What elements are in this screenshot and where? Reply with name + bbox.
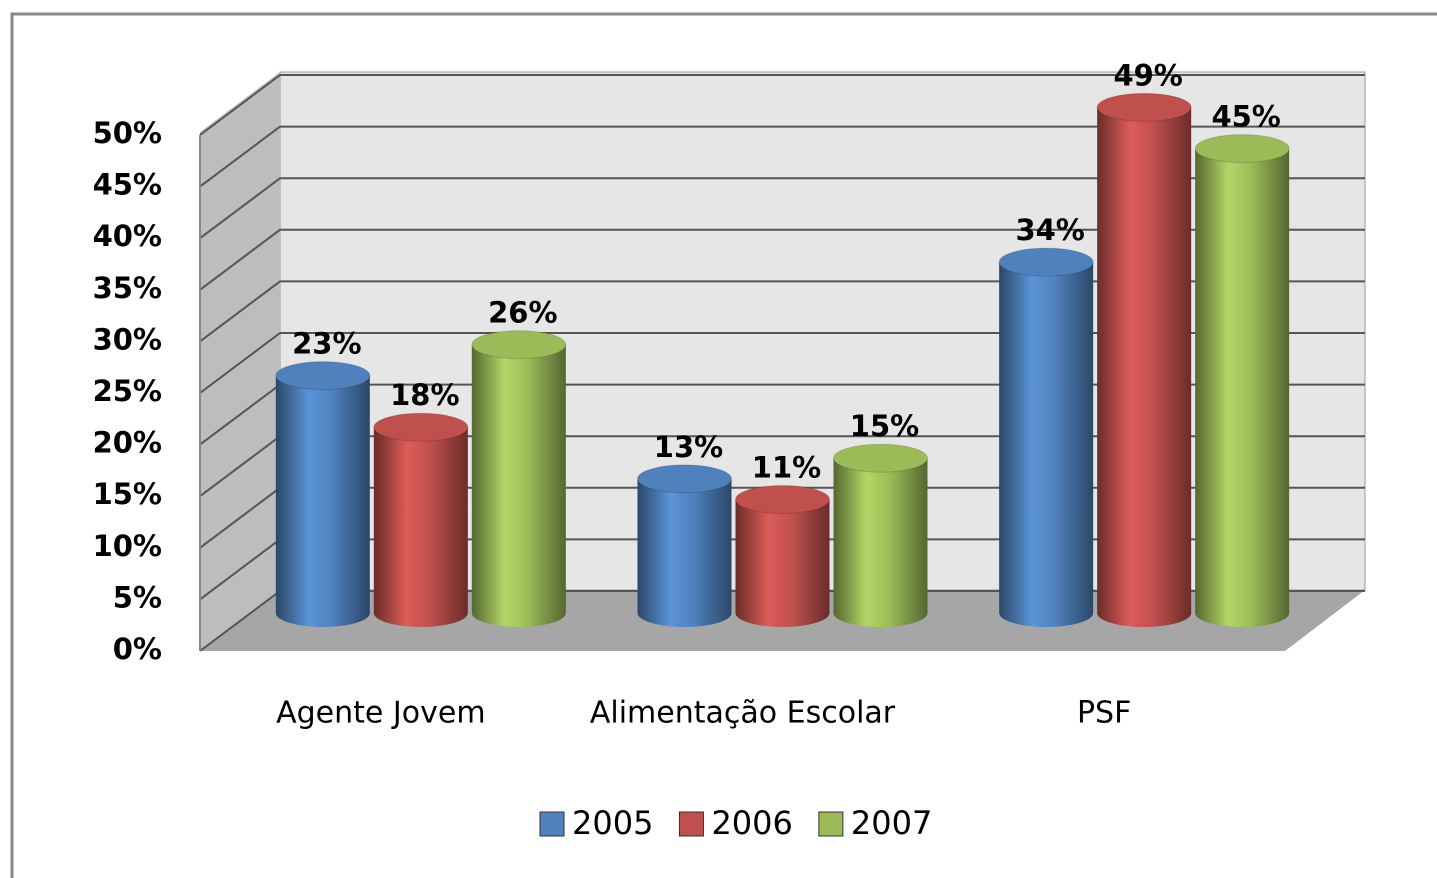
bar-top [275,361,371,391]
x-tick-label: Agente Jovem [276,696,485,731]
legend-label: 2007 [851,804,932,842]
bar-top [1096,92,1192,122]
bar-top [998,247,1094,277]
y-tick-label: 25% [93,374,162,408]
bar-top [1194,134,1290,164]
bar-top [373,412,469,442]
value-label: 23% [292,327,361,361]
y-tick-label: 30% [93,322,162,356]
y-tick-label: 45% [93,168,162,202]
bar-top [833,443,928,473]
bar [833,458,928,628]
y-tick-label: 50% [93,116,162,150]
bar-top [471,330,567,360]
value-label: 26% [488,296,557,330]
bar [999,262,1094,627]
x-tick-label: Alimentação Escolar [590,696,896,731]
y-tick-label: 40% [93,219,162,253]
value-label: 49% [1113,58,1182,92]
y-tick-label: 35% [93,271,162,305]
grid-line [199,125,1365,188]
value-label: 34% [1015,213,1084,247]
legend-label: 2005 [572,804,653,842]
value-label: 13% [654,430,723,464]
bar [637,478,732,628]
bar [275,375,370,628]
y-tick-label: 0% [113,632,162,666]
bar-top [735,484,830,514]
y-tick-label: 20% [93,426,162,460]
value-label: 18% [390,378,459,412]
y-tick-label: 15% [93,477,162,511]
grid-line [199,177,1365,239]
value-label: 15% [850,409,919,443]
legend-label: 2006 [711,804,792,842]
x-tick-label: PSF [1077,696,1131,731]
bar [471,344,566,627]
grid-line [199,74,1365,136]
grid-line [199,228,1365,291]
bar [373,427,468,627]
legend-swatch [678,811,704,837]
bar [1195,148,1290,628]
bar [1097,107,1192,628]
value-label: 11% [752,450,821,484]
bar [735,499,830,628]
side-wall [200,72,280,651]
y-tick-label: 10% [93,529,162,563]
value-label: 45% [1211,100,1280,134]
bar-top [637,464,732,494]
legend-swatch [818,811,844,837]
y-tick-label: 5% [113,580,162,614]
legend-swatch [539,811,565,837]
